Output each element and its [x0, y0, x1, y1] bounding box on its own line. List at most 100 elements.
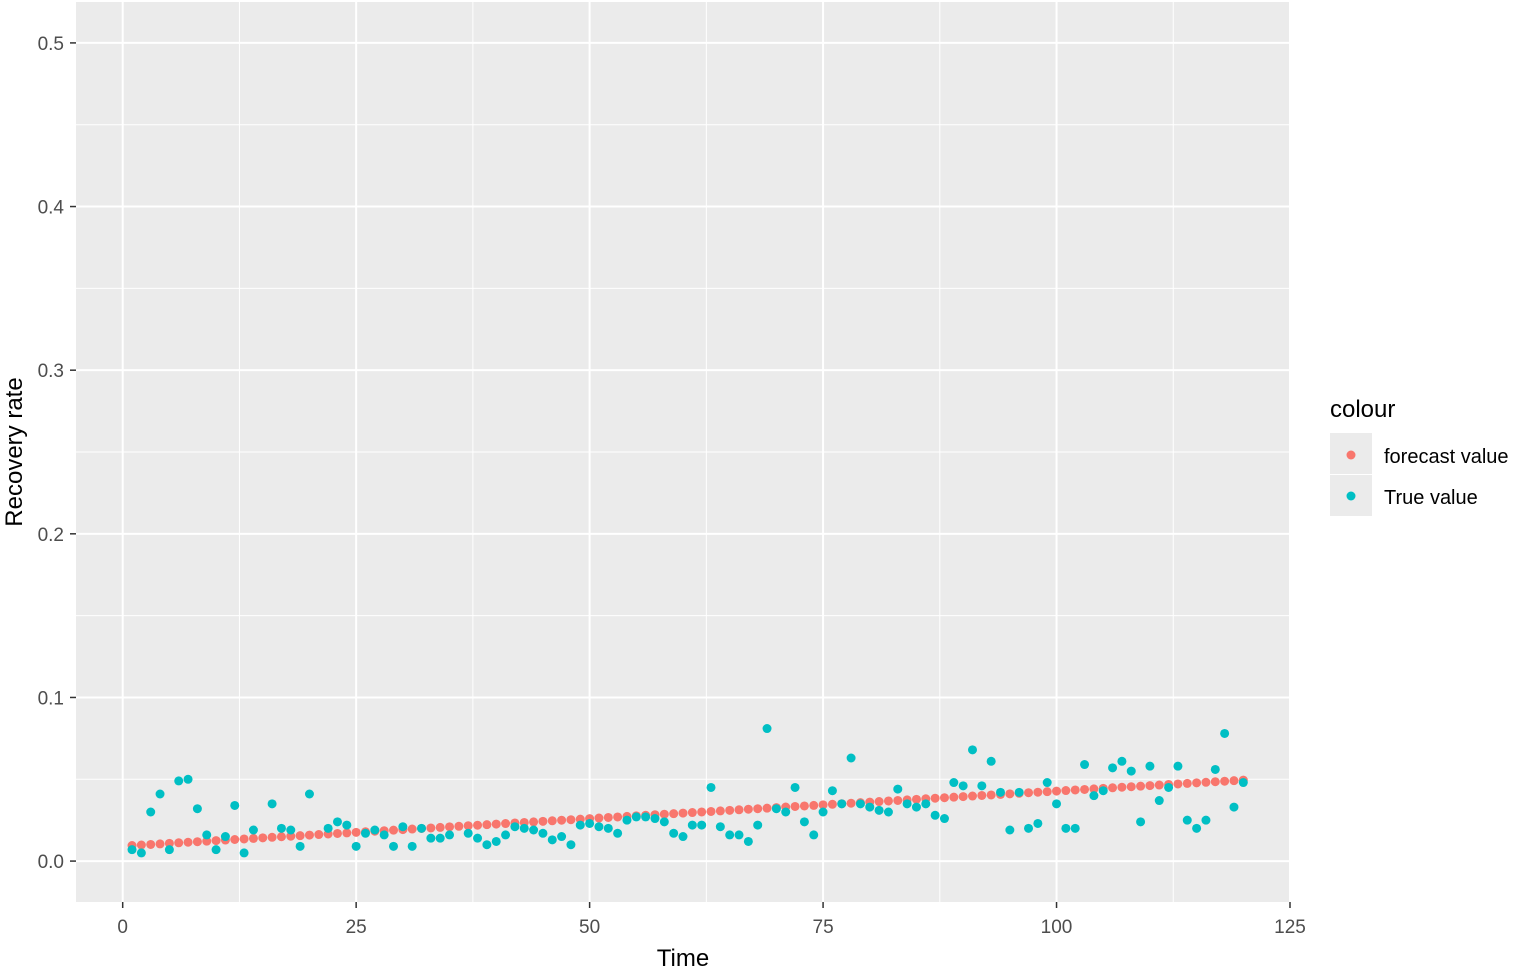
forecast-point — [1192, 778, 1202, 788]
x-tick-label: 50 — [579, 917, 600, 938]
true-value-point — [435, 833, 445, 843]
true-value-point — [659, 817, 669, 827]
forecast-point — [827, 799, 837, 809]
true-value-point — [846, 753, 856, 763]
true-value-point — [295, 841, 305, 851]
true-value-point — [276, 823, 286, 833]
true-value-point — [827, 786, 837, 796]
true-value-point — [1164, 782, 1174, 792]
true-value-point — [930, 810, 940, 820]
forecast-point — [211, 836, 221, 846]
y-axis-title: Recovery rate — [1, 377, 28, 526]
true-value-point — [921, 799, 931, 809]
forecast-point — [1126, 782, 1136, 792]
forecast-point — [258, 833, 268, 843]
true-value-point — [1154, 796, 1164, 806]
true-value-point — [613, 828, 623, 838]
forecast-point — [1210, 777, 1220, 787]
true-value-point — [1145, 761, 1155, 771]
y-tick-label: 0.3 — [38, 361, 64, 382]
true-value-point — [977, 781, 987, 791]
legend: colour forecast value True value — [1330, 396, 1509, 516]
forecast-point — [174, 838, 184, 848]
forecast-point — [426, 823, 436, 833]
true-value-point — [1117, 756, 1127, 766]
forecast-point — [1080, 784, 1090, 794]
true-value-point — [1108, 763, 1118, 773]
forecast-point — [1117, 782, 1127, 792]
forecast-point — [1136, 781, 1146, 791]
forecast-point — [734, 805, 744, 815]
y-tick-label: 0.2 — [38, 525, 64, 546]
true-value-point — [715, 822, 725, 832]
x-tick-label: 75 — [813, 917, 834, 938]
forecast-point — [155, 839, 165, 849]
forecast-point — [566, 815, 576, 825]
true-value-point — [1014, 787, 1024, 797]
true-value-point — [379, 830, 389, 840]
true-value-point — [417, 823, 427, 833]
forecast-point — [332, 828, 342, 838]
x-tick-label: 0 — [117, 917, 128, 938]
forecast-point — [501, 819, 511, 829]
true-value-point — [463, 828, 473, 838]
forecast-point — [1145, 781, 1155, 791]
true-value-point — [351, 841, 361, 851]
true-value-point — [1182, 815, 1192, 825]
forecast-point — [874, 797, 884, 807]
true-value-point — [332, 817, 342, 827]
y-tick-label: 0.0 — [38, 852, 64, 873]
forecast-point — [799, 801, 809, 811]
true-value-point — [1061, 823, 1071, 833]
true-value-point — [949, 778, 959, 788]
true-value-point — [1220, 728, 1230, 738]
forecast-point — [594, 813, 604, 823]
forecast-point — [342, 828, 352, 838]
true-value-point — [575, 820, 585, 830]
true-value-point — [687, 820, 697, 830]
forecast-point — [1173, 779, 1183, 789]
true-value-point — [491, 836, 501, 846]
true-value-point — [248, 825, 258, 835]
y-axis: 0.0 0.1 0.2 0.3 0.4 0.5 — [38, 34, 76, 873]
x-tick-label: 25 — [346, 917, 367, 938]
true-value-point — [1229, 802, 1239, 812]
forecast-point — [192, 837, 202, 847]
forecast-point — [445, 822, 455, 832]
true-value-point — [1070, 823, 1080, 833]
true-value-point — [893, 784, 903, 794]
forecast-point — [818, 800, 828, 810]
true-value-point — [192, 804, 202, 814]
true-value-point — [557, 832, 567, 842]
forecast-point — [491, 819, 501, 829]
forecast-point — [183, 837, 193, 847]
forecast-point — [697, 807, 707, 817]
true-value-point — [986, 756, 996, 766]
forecast-point — [314, 830, 324, 840]
true-value-point — [304, 789, 314, 799]
true-value-point — [230, 800, 240, 810]
forecast-point — [538, 816, 548, 826]
forecast-point — [986, 790, 996, 800]
forecast-point — [1061, 786, 1071, 796]
true-value-point — [1126, 766, 1136, 776]
forecast-point — [977, 790, 987, 800]
forecast-point — [146, 839, 156, 849]
true-value-point — [631, 812, 641, 822]
true-value-point — [781, 807, 791, 817]
true-value-point — [1192, 823, 1202, 833]
legend-title: colour — [1330, 396, 1395, 423]
forecast-point — [286, 831, 296, 841]
true-value-point — [818, 807, 828, 817]
forecast-point — [930, 793, 940, 803]
forecast-point — [136, 840, 146, 850]
forecast-point — [687, 808, 697, 818]
forecast-point — [678, 808, 688, 818]
true-value-point — [1024, 823, 1034, 833]
true-value-point — [939, 814, 949, 824]
forecast-point — [743, 804, 753, 814]
true-value-point — [519, 823, 529, 833]
true-value-point — [585, 818, 595, 828]
true-value-point — [538, 828, 548, 838]
forecast-point — [939, 793, 949, 803]
